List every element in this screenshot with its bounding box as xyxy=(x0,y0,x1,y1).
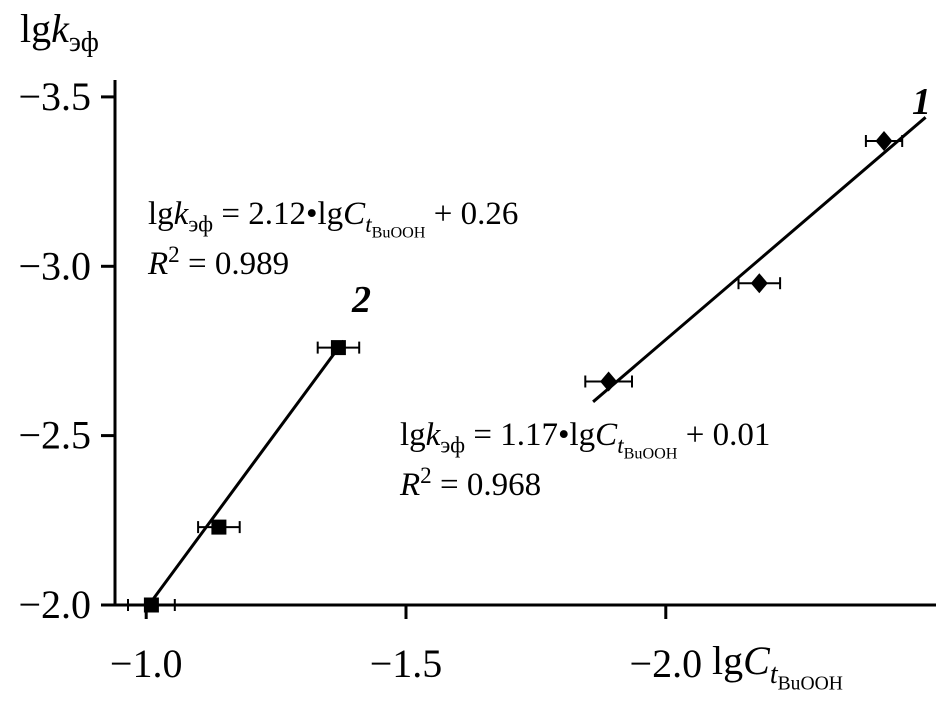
data-point-series-1 xyxy=(875,131,893,151)
eq-r-sup: 2 xyxy=(420,461,432,488)
x-title-lg: lg xyxy=(712,638,744,683)
eq-sub-group: tBuOOH xyxy=(365,210,425,241)
trendline-series-2 xyxy=(147,339,345,606)
y-axis-title: lgkэф xyxy=(20,5,99,57)
eq-t-sub: t xyxy=(617,431,624,458)
eq-t-sub: t xyxy=(365,210,372,237)
y-title-subscript: эф xyxy=(68,27,99,58)
x-title-sub-t: t xyxy=(769,659,778,690)
y-axis-tick-label: −3.0 xyxy=(18,243,91,288)
eq-r-sup: 2 xyxy=(168,240,180,267)
eq-c: C xyxy=(595,417,618,453)
data-point-series-1 xyxy=(750,273,768,294)
series-1-equation: lgkэф = 1.17•lgCtBuOOH + 0.01 R2 = 0.968 xyxy=(400,411,770,510)
r-squared-line: R2 = 0.989 xyxy=(148,240,518,290)
eq-tail: + 0.01 xyxy=(677,417,771,453)
series-2-equation: lgkэф = 2.12•lgCtBuOOH + 0.26 R2 = 0.989 xyxy=(148,190,518,289)
eq-k: k xyxy=(173,196,189,232)
x-title-subscript-group: tBuOOH xyxy=(769,659,843,694)
eq-k: k xyxy=(425,417,441,453)
y-title-lg: lg xyxy=(20,6,52,51)
y-title-symbol: k xyxy=(51,6,69,51)
x-axis-tick-label: −1.0 xyxy=(110,641,183,686)
eq-r-value: = 0.989 xyxy=(179,245,290,282)
eq-mid: = 1.17•lg xyxy=(465,417,596,453)
eq-r-value: = 0.968 xyxy=(431,466,542,503)
eq-k-sub: эф xyxy=(188,210,214,237)
eq-r: R xyxy=(148,245,169,282)
data-point-series-2 xyxy=(211,519,227,535)
eq-r: R xyxy=(400,466,421,503)
y-axis-tick-label: −2.0 xyxy=(18,582,91,627)
r-squared-line: R2 = 0.968 xyxy=(400,461,770,511)
data-point-series-2 xyxy=(143,597,159,613)
data-point-series-1 xyxy=(600,371,618,392)
series-2-label: 2 xyxy=(352,279,371,321)
x-axis-tick-label: −1.5 xyxy=(370,641,443,686)
eq-buooh-sub: BuOOH xyxy=(371,224,426,242)
x-axis-title: lgCtBuOOH xyxy=(712,637,843,694)
data-point-series-2 xyxy=(330,340,346,356)
eq-lg: lg xyxy=(400,417,426,453)
eq-sub-group: tBuOOH xyxy=(617,431,677,462)
y-axis-tick-label: −3.5 xyxy=(18,74,91,119)
eq-lg: lg xyxy=(148,196,174,232)
eq-tail: + 0.26 xyxy=(425,196,519,232)
eq-k-sub: эф xyxy=(440,431,466,458)
equation-line: lgkэф = 2.12•lgCtBuOOH + 0.26 xyxy=(148,190,519,241)
eq-c: C xyxy=(343,196,366,232)
x-title-symbol: C xyxy=(743,638,770,683)
x-title-sub-buooh: BuOOH xyxy=(777,673,843,695)
equation-line: lgkэф = 1.17•lgCtBuOOH + 0.01 xyxy=(400,411,771,462)
trendline-series-1 xyxy=(592,116,927,403)
eq-mid: = 2.12•lg xyxy=(213,196,344,232)
y-axis-tick-label: −2.5 xyxy=(18,413,91,458)
x-axis-tick-label: −2.0 xyxy=(630,641,703,686)
series-1-label: 1 xyxy=(912,81,931,123)
eq-buooh-sub: BuOOH xyxy=(623,445,678,463)
